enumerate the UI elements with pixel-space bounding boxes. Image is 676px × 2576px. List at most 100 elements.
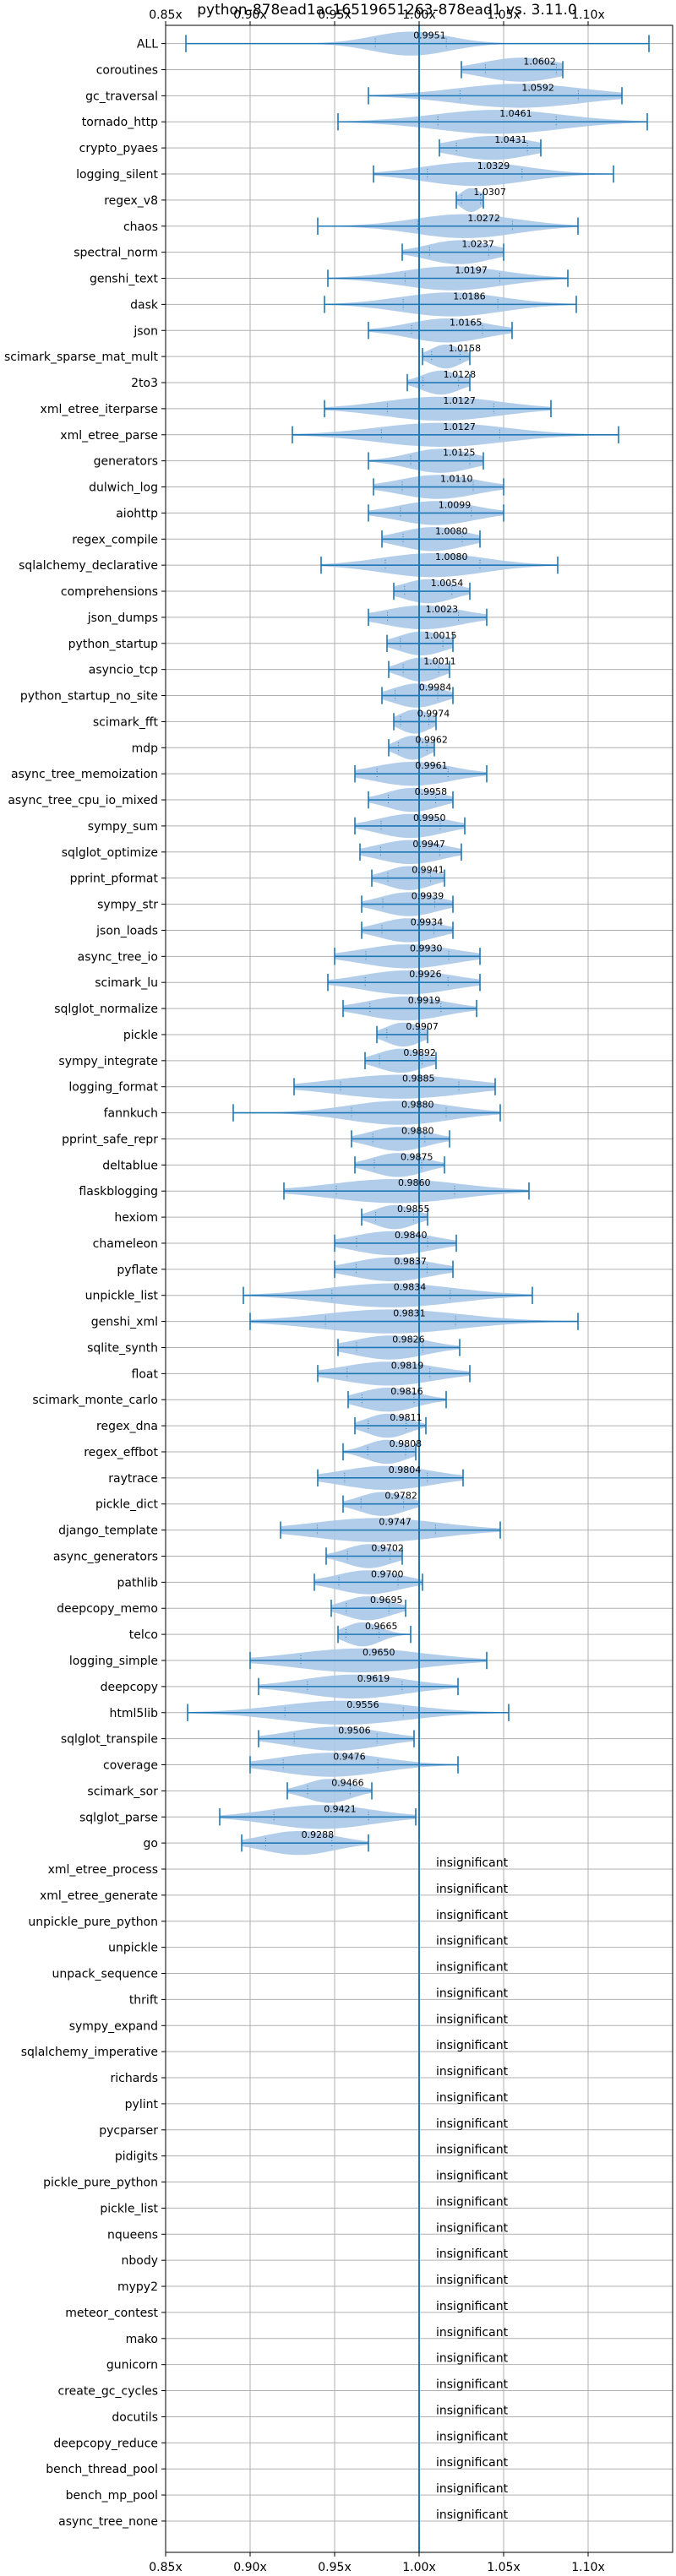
insignificant-label: insignificant [436,2300,509,2313]
ratio-label: 0.9984 [419,682,452,693]
benchmark-label: deltablue [102,1159,158,1172]
ratio-label: 1.0054 [431,578,464,589]
benchmark-label: scimark_sparse_mat_mult [4,351,158,364]
benchmark-label: unpickle [108,1942,158,1955]
benchmark-label: python_startup [68,638,158,651]
ratio-label: 0.9695 [370,1595,403,1606]
benchmark-label: sqlglot_parse [79,1811,158,1824]
insignificant-label: insignificant [436,2195,509,2209]
ratio-label: 1.0110 [440,474,473,485]
ratio-label: 0.9288 [302,1829,335,1840]
insignificant-label: insignificant [436,2221,509,2235]
ratio-label: 0.9826 [392,1334,425,1345]
x-tick-label-bottom: 0.85x [149,2561,182,2574]
ratio-label: 0.9947 [412,839,445,850]
benchmark-label: gunicorn [106,2359,158,2372]
insignificant-label: insignificant [436,2144,509,2157]
benchmark-label: spectral_norm [74,247,158,260]
ratio-label: 0.9819 [391,1360,424,1371]
ratio-label: 0.9880 [401,1125,434,1136]
ratio-label: 0.9837 [394,1256,427,1267]
ratio-label: 1.0602 [523,56,556,67]
benchmark-label: sqlglot_normalize [54,1003,158,1016]
ratio-label: 0.9919 [408,995,441,1006]
benchmark-label: sympy_sum [88,820,158,834]
insignificant-label: insignificant [436,2378,509,2392]
benchmark-label: regex_dna [96,1420,158,1433]
ratio-label: 0.9702 [371,1542,404,1553]
x-tick-label-top: 0.85x [149,8,182,22]
benchmark-label: scimark_sor [87,1785,158,1798]
ratio-label: 0.9974 [417,708,450,719]
insignificant-label: insignificant [436,2065,509,2079]
benchmark-label: deepcopy_memo [57,1602,158,1616]
ratio-label: 0.9855 [397,1204,430,1215]
benchmark-label: hexiom [114,1211,158,1225]
insignificant-label: insignificant [436,1935,509,1948]
ratio-label: 1.0329 [477,160,510,171]
ratio-label: 1.0165 [450,317,482,328]
ratio-label: 1.0128 [444,369,477,380]
x-tick-label-bottom: 1.10x [571,2561,604,2574]
benchmark-label: async_tree_memoization [11,768,158,781]
benchmark-label: ALL [137,38,158,52]
benchmark-label: coverage [103,1759,158,1773]
ratio-label: 0.9951 [413,30,446,41]
benchmark-label: scimark_fft [93,715,159,729]
ratio-label: 0.9962 [415,734,448,745]
ratio-label: 0.9860 [398,1177,431,1188]
ratio-label: 0.9926 [409,969,442,980]
benchmark-label: pickle [123,1029,158,1042]
insignificant-label: insignificant [436,2170,509,2183]
ratio-label: 1.0197 [455,265,488,276]
ratio-label: 0.9961 [415,760,448,771]
x-tick-label-top: 1.05x [487,8,520,22]
benchmark-label: python_startup_no_site [20,690,158,704]
ratio-label: 1.0011 [423,656,456,667]
ratio-label: 1.0592 [521,82,554,93]
benchmark-label: 2to3 [131,377,158,390]
benchmark-label: unpickle_pure_python [28,1916,158,1929]
ratio-label: 0.9934 [411,916,444,927]
x-tick-label-bottom: 0.90x [233,2561,266,2574]
ratio-label: 1.0186 [453,291,486,302]
ratio-label: 1.0461 [499,108,532,119]
ratio-label: 1.0431 [494,134,527,145]
benchmark-labels: ALL 0.9951 coroutines 1.0602 gc_traversal 1.0… [4,30,556,2529]
benchmark-label: pickle_list [100,2202,158,2215]
ratio-label: 0.9958 [415,786,447,797]
benchmark-label: telco [129,1628,158,1642]
benchmark-label: pyflate [117,1264,158,1277]
insignificant-label: insignificant [436,1883,509,1896]
benchmark-label: scimark_lu [95,976,158,990]
x-tick-label-top: 0.90x [233,8,266,22]
plot-frame [165,24,673,2553]
insignificant-label: insignificant [436,2456,509,2470]
ratio-label: 0.9421 [324,1803,357,1814]
benchmark-label: pickle_dict [95,1498,159,1512]
ratio-label: 0.9840 [395,1230,428,1241]
insignificant-label: insignificant [436,2247,509,2261]
benchmark-label: pathlib [117,1576,159,1590]
benchmark-label: mdp [132,742,159,755]
ratio-label: 1.0237 [461,239,494,250]
x-tick-label-bottom: 1.05x [487,2561,520,2574]
insignificant-label: insignificant [436,2482,509,2496]
x-tick-label-bottom: 0.95x [318,2561,351,2574]
insignificant-label: insignificant [436,1986,509,2000]
benchmark-label: pylint [125,2098,159,2111]
benchmark-label: genshi_text [90,273,159,286]
benchmark-label: sqlalchemy_declarative [19,559,158,573]
benchmark-label: nbody [122,2254,159,2268]
benchmark-label: unpack_sequence [52,1968,158,1981]
benchmark-label: bench_thread_pool [46,2463,158,2476]
benchmark-label: dask [130,298,159,312]
ratio-label: 1.0080 [435,552,468,562]
ratio-label: 0.9700 [371,1568,404,1579]
ratio-label: 0.9466 [331,1777,364,1788]
benchmark-label: xml_etree_parse [60,429,158,443]
benchmark-label: sqlalchemy_imperative [21,2046,158,2059]
insignificant-label: insignificant [436,2013,509,2026]
benchmark-label: xml_etree_iterparse [41,403,158,416]
